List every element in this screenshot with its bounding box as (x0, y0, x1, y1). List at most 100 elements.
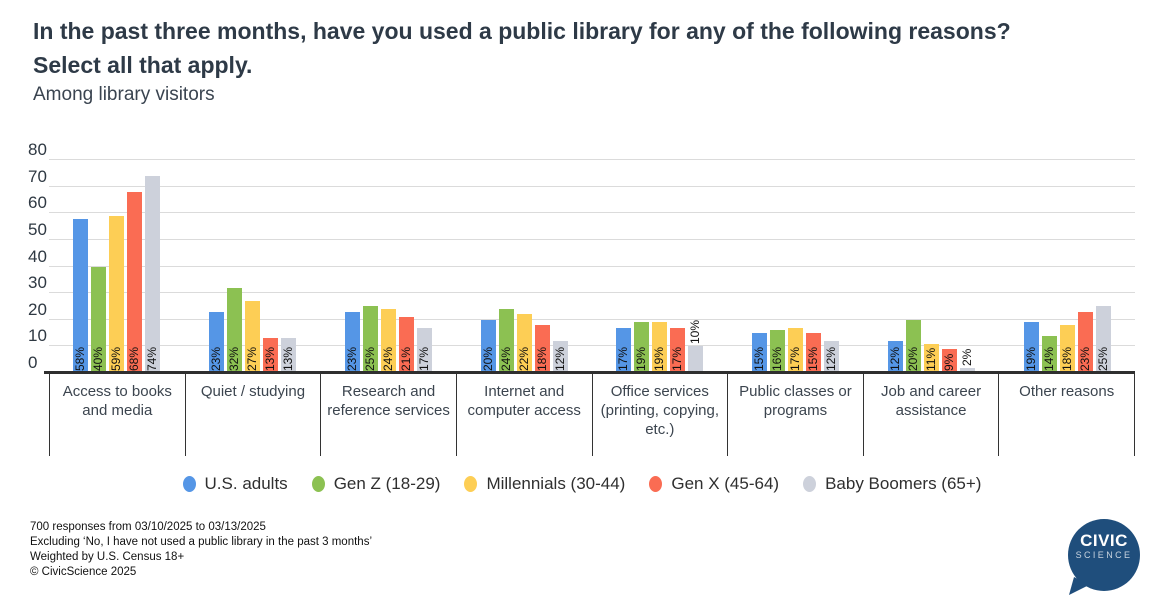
footnote-excluding: Excluding ‘No, I have not used a public … (30, 536, 372, 548)
bar-value-label: 2% (959, 348, 974, 366)
bar-value-label: 18% (534, 346, 549, 371)
y-axis-tick-label: 70 (28, 166, 47, 186)
bar-value-label: 32% (227, 346, 242, 371)
bar[interactable] (127, 191, 143, 373)
bar-value-label: 19% (634, 346, 649, 371)
bar-value-label: 74% (145, 346, 160, 371)
bar[interactable] (398, 317, 414, 373)
gridline (49, 238, 1135, 240)
bar-value-label: 23% (1077, 346, 1092, 371)
legend-item[interactable]: Millennials (30-44) (464, 474, 625, 494)
bar[interactable] (209, 311, 225, 373)
legend-item[interactable]: Gen Z (18-29) (311, 474, 441, 494)
bar-value-label: 22% (516, 346, 531, 371)
legend-label: Millennials (30-44) (486, 474, 626, 493)
bar-value-label: 9% (941, 353, 956, 371)
bar[interactable] (534, 325, 550, 373)
y-axis-tick-label: 0 (28, 353, 38, 372)
bar[interactable] (959, 367, 975, 373)
legend-label: Gen X (45-64) (671, 474, 780, 493)
legend-item[interactable]: Baby Boomers (65+) (803, 474, 981, 494)
y-axis-tick-label: 50 (28, 219, 47, 239)
bar[interactable] (73, 218, 89, 373)
bar[interactable] (923, 343, 939, 373)
footnote-responses: 700 responses from 03/10/2025 to 03/13/2… (30, 521, 266, 533)
y-axis-tick-label: 10 (28, 326, 47, 346)
bar-value-label: 19% (1023, 346, 1038, 371)
bar[interactable] (344, 311, 360, 373)
bar[interactable] (770, 330, 786, 373)
bar[interactable] (109, 215, 125, 373)
bar-value-label: 18% (1059, 346, 1074, 371)
bar[interactable] (1077, 311, 1093, 373)
category-label: Quiet / studying (184, 374, 321, 456)
category-label: Other reasons (998, 374, 1135, 456)
bar-value-label: 59% (109, 346, 124, 371)
bar-value-label: 17% (670, 346, 685, 371)
bar[interactable] (552, 341, 568, 373)
bar[interactable] (824, 341, 840, 373)
chart-title-line1: In the past three months, have you used … (33, 18, 1011, 44)
category-label: Job and career assistance (862, 374, 999, 456)
legend-item[interactable]: U.S. adults (182, 474, 288, 494)
bar[interactable] (634, 322, 650, 373)
bar[interactable] (1059, 325, 1075, 373)
legend: U.S. adults Gen Z (18-29) Millennials (30-… (0, 474, 1164, 494)
bar[interactable] (498, 309, 514, 373)
gridline (49, 159, 1135, 160)
bar[interactable] (652, 322, 668, 373)
bar[interactable] (516, 314, 532, 373)
bar-value-label: 68% (127, 346, 142, 371)
y-axis-tick-label: 20 (28, 299, 47, 319)
bar-value-label: 14% (1041, 346, 1056, 371)
bar[interactable] (1041, 335, 1057, 373)
bar[interactable] (1095, 306, 1111, 373)
bar[interactable] (941, 349, 957, 373)
legend-label: U.S. adults (204, 474, 288, 493)
bar[interactable] (91, 266, 107, 373)
chart-title: In the past three months, have you used … (33, 14, 1143, 82)
bar-value-label: 24% (498, 346, 513, 371)
footnote-weighting: Weighted by U.S. Census 18+ (30, 551, 185, 563)
legend-item[interactable]: Gen X (45-64) (649, 474, 779, 494)
bar[interactable] (145, 175, 161, 373)
bar[interactable] (281, 338, 297, 373)
legend-label: Baby Boomers (65+) (825, 474, 982, 493)
legend-dot-icon (311, 476, 325, 492)
y-axis-tick-label: 80 (28, 140, 47, 159)
bar[interactable] (263, 338, 279, 373)
bar-value-label: 12% (552, 346, 567, 371)
bar[interactable] (616, 327, 632, 373)
legend-label: Gen Z (18-29) (333, 474, 441, 493)
bar-value-label: 23% (344, 346, 359, 371)
bar-value-label: 15% (806, 346, 821, 371)
category-label: Research and reference services (320, 374, 456, 456)
gridline (49, 265, 1135, 267)
y-axis: 0 10 20 30 40 50 60 70 80 (28, 141, 48, 373)
bar-value-label: 10% (688, 320, 703, 345)
bar-value-label: 58% (73, 346, 88, 371)
bar[interactable] (362, 306, 378, 373)
bar[interactable] (416, 327, 432, 373)
bar-value-label: 12% (887, 346, 902, 371)
bar[interactable] (380, 309, 396, 373)
bar[interactable] (227, 287, 243, 373)
bar[interactable] (670, 327, 686, 373)
bar[interactable] (806, 333, 822, 373)
bar[interactable] (788, 327, 804, 373)
bar[interactable] (752, 333, 768, 373)
category-label: Internet and computer access (455, 374, 592, 456)
bar[interactable] (1023, 322, 1039, 373)
chart-title-line2: Select all that apply. (33, 52, 253, 78)
legend-dot-icon (803, 476, 817, 492)
bar[interactable] (688, 346, 704, 373)
bar-value-label: 13% (281, 346, 296, 371)
bar[interactable] (480, 319, 496, 373)
category-label: Office services (printing, copying, etc.… (591, 374, 728, 456)
bar[interactable] (905, 319, 921, 373)
bar-value-label: 17% (416, 346, 431, 371)
legend-dot-icon (182, 476, 196, 492)
bar[interactable] (887, 341, 903, 373)
bar[interactable] (245, 301, 261, 373)
